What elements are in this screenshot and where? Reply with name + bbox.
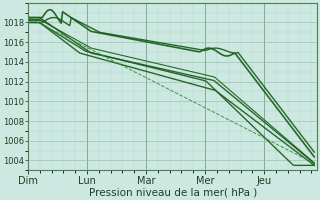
X-axis label: Pression niveau de la mer( hPa ): Pression niveau de la mer( hPa ): [89, 187, 257, 197]
